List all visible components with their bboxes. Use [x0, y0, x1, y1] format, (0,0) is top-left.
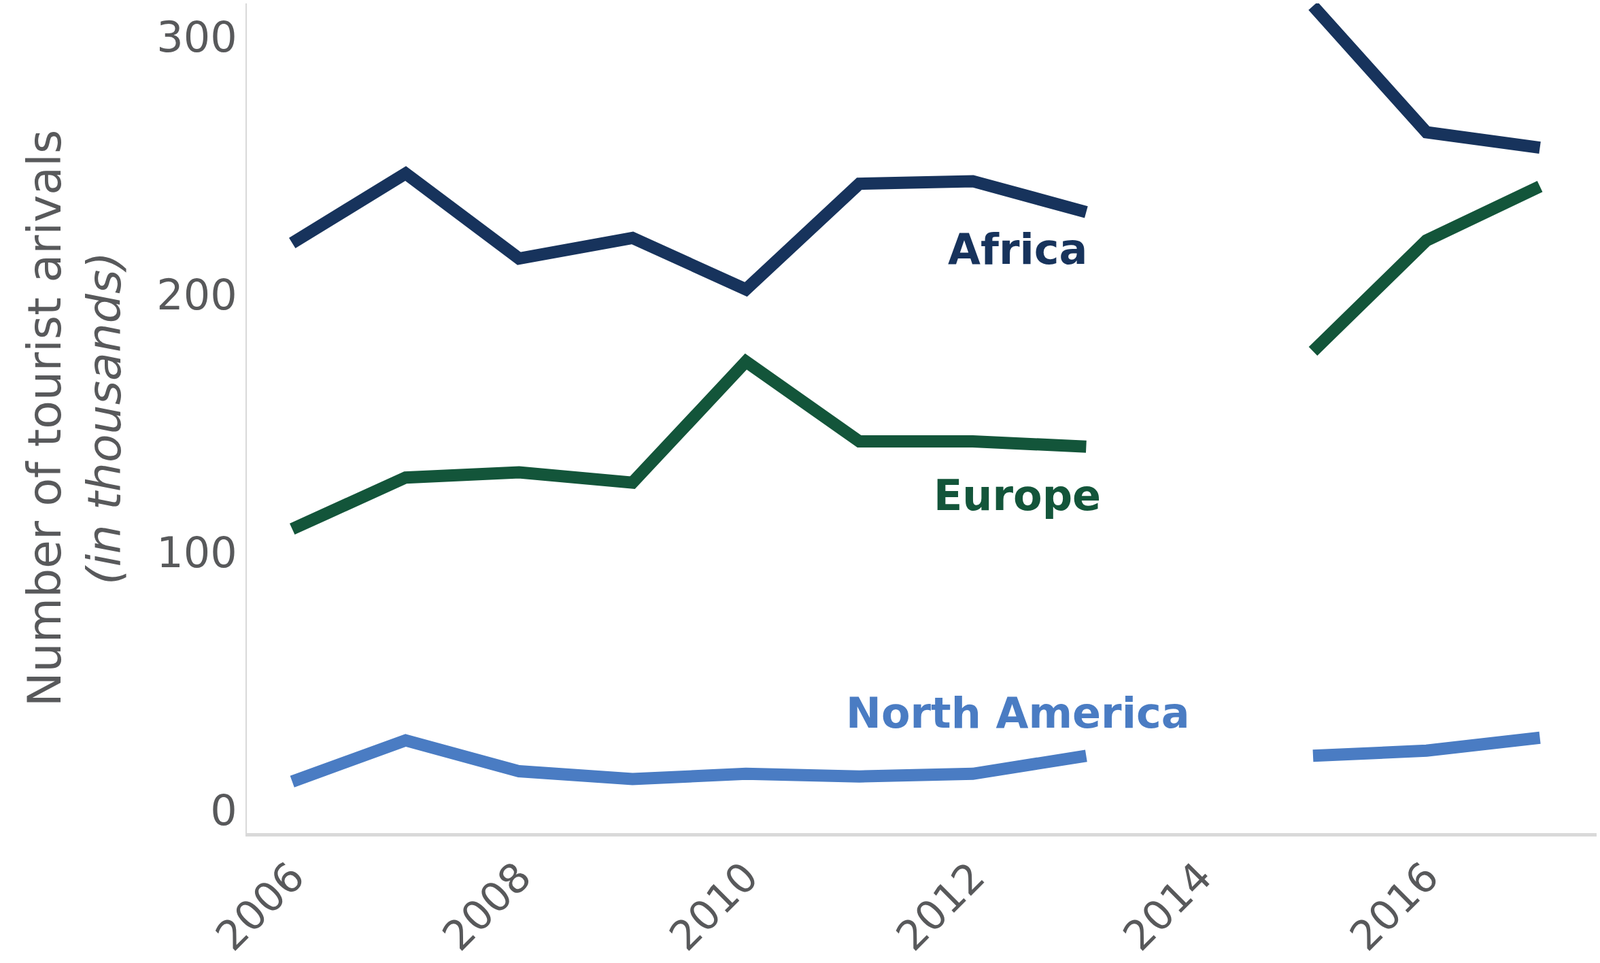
svg-text:0: 0 [210, 785, 237, 836]
svg-text:Europe: Europe [933, 470, 1101, 521]
svg-text:2014: 2014 [1113, 852, 1221, 960]
svg-text:Number of tourist arivals(in t: Number of tourist arivals(in thousands) [17, 129, 132, 708]
svg-text:200: 200 [156, 269, 237, 320]
svg-text:2008: 2008 [433, 852, 540, 960]
svg-text:2016: 2016 [1340, 852, 1448, 960]
svg-text:300: 300 [156, 12, 237, 62]
svg-text:100: 100 [156, 527, 237, 578]
svg-text:Africa: Africa [947, 224, 1088, 275]
svg-text:2006: 2006 [206, 852, 313, 960]
svg-text:2010: 2010 [660, 852, 768, 960]
svg-text:2012: 2012 [886, 852, 994, 960]
svg-text:North America: North America [845, 688, 1190, 738]
